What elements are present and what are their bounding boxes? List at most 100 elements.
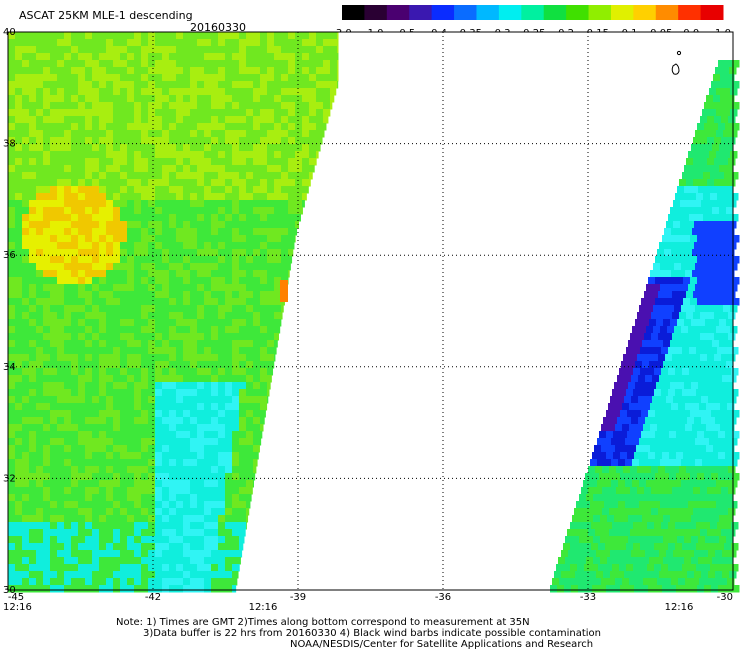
swath-cell — [78, 431, 86, 439]
swath-cell — [706, 95, 714, 103]
swath-cell — [43, 501, 51, 509]
swath-cell — [253, 130, 261, 138]
swath-cell — [141, 32, 149, 40]
swath-cell — [707, 312, 715, 320]
swath-cell — [204, 536, 212, 544]
swath-cell — [302, 32, 310, 40]
swath-cell — [309, 165, 315, 173]
swath-cell — [225, 536, 233, 544]
swath-cell — [57, 144, 65, 152]
swath-cell — [134, 186, 142, 194]
swath-cell — [85, 515, 93, 523]
swath-cell — [676, 277, 684, 285]
swath-cell — [148, 529, 156, 537]
swath-cell — [695, 263, 703, 271]
swath-cell — [15, 543, 23, 551]
swath-cell — [677, 494, 685, 502]
swath-cell — [582, 550, 590, 558]
swath-cell — [595, 529, 603, 537]
swath-cell — [626, 347, 634, 355]
swath-cell — [211, 116, 219, 124]
swath-cell — [218, 46, 226, 54]
swath-cell — [57, 228, 65, 236]
swath-cell — [120, 193, 128, 201]
swath-cell — [239, 354, 247, 362]
swath-cell — [662, 277, 670, 285]
swath-cell — [204, 242, 212, 250]
swath-cell — [716, 501, 724, 509]
swath-cell — [668, 347, 676, 355]
swath-cell — [615, 578, 623, 586]
swath-cell — [78, 74, 86, 82]
swath-cell — [134, 431, 142, 439]
swath-cell — [183, 137, 191, 145]
swath-cell — [183, 340, 191, 348]
swath-cell — [50, 32, 58, 40]
swath-cell — [225, 88, 233, 96]
swath-cell — [141, 557, 149, 565]
swath-cell — [295, 172, 303, 180]
swath-cell — [15, 431, 23, 439]
swath-cell — [668, 564, 676, 572]
swath-cell — [566, 578, 574, 586]
swath-cell — [134, 550, 142, 558]
swath-cell — [621, 382, 629, 390]
swath-cell — [644, 291, 652, 299]
swath-cell — [15, 235, 23, 243]
swath-cell — [211, 46, 219, 54]
swath-cell — [92, 494, 100, 502]
swath-cell — [634, 585, 642, 593]
swath-cell — [232, 312, 240, 320]
swath-cell — [183, 207, 191, 215]
swath-cell — [148, 494, 156, 502]
swath-cell — [36, 501, 44, 509]
swath-cell — [239, 235, 247, 243]
swath-cell — [127, 228, 135, 236]
swath-cell — [141, 480, 149, 488]
swath-cell — [162, 298, 170, 306]
swath-cell — [274, 95, 282, 103]
swath-cell — [176, 74, 184, 82]
swath-cell — [246, 515, 249, 523]
swath-cell — [211, 109, 219, 117]
swath-cell — [653, 501, 661, 509]
swath-cell — [43, 214, 51, 222]
swath-cell — [43, 564, 51, 572]
swath-cell — [281, 137, 289, 145]
swath-cell — [585, 585, 593, 593]
swath-cell — [190, 536, 198, 544]
swath-cell — [687, 396, 695, 404]
swath-cell — [99, 116, 107, 124]
swath-cell — [85, 361, 93, 369]
swath-cell — [134, 88, 142, 96]
swath-cell — [575, 550, 583, 558]
swath-cell — [664, 445, 672, 453]
swath-cell — [78, 235, 86, 243]
swath-cell — [667, 305, 675, 313]
swath-cell — [225, 354, 233, 362]
swath-cell — [85, 305, 93, 313]
swath-cell — [141, 67, 149, 75]
swath-cell — [218, 347, 226, 355]
swath-cell — [113, 508, 121, 516]
swath-cell — [127, 277, 135, 285]
swath-cell — [78, 200, 86, 208]
swath-cell — [120, 270, 128, 278]
swath-cell — [708, 396, 716, 404]
swath-cell — [155, 410, 163, 418]
swath-cell — [148, 340, 156, 348]
swath-cell — [8, 277, 16, 285]
swath-cell — [218, 214, 226, 222]
swath-cell — [611, 459, 619, 467]
swath-cell — [593, 536, 601, 544]
swath-cell — [50, 249, 58, 257]
swath-cell — [162, 81, 170, 89]
swath-cell — [8, 487, 16, 495]
swath-cell — [106, 431, 114, 439]
swath-cell — [190, 151, 198, 159]
swath-cell — [85, 81, 93, 89]
swath-cell — [721, 179, 729, 187]
swath-cell — [628, 557, 636, 565]
swath-cell — [29, 312, 37, 320]
swath-cell — [703, 543, 711, 551]
